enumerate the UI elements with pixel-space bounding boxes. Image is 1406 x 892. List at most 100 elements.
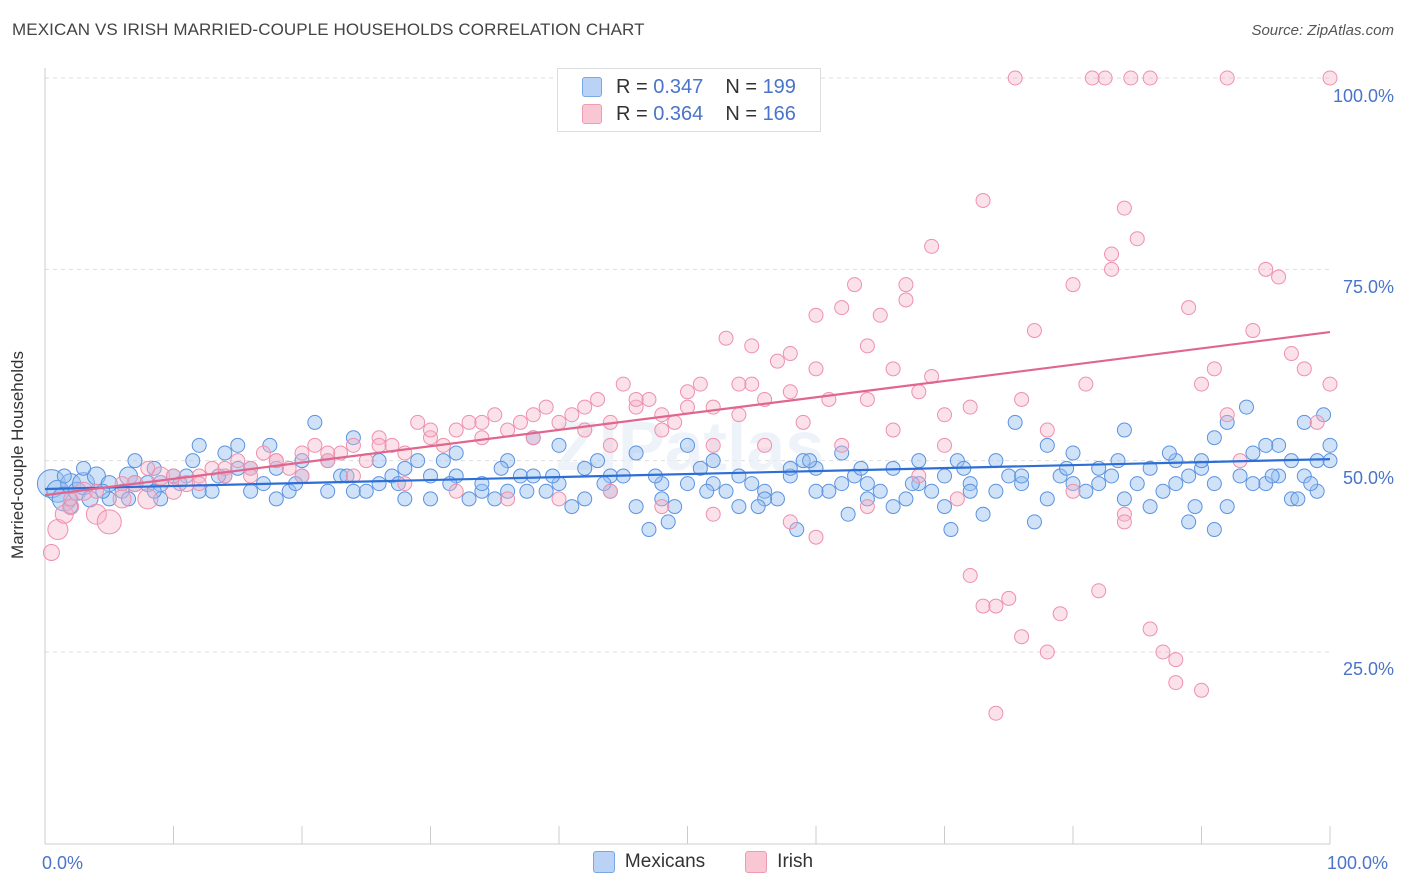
irish-point — [795, 414, 811, 430]
mexicans-point — [101, 491, 117, 507]
mexicans-point — [641, 522, 657, 538]
mexicans-point — [1168, 476, 1184, 492]
mexicans-point — [493, 460, 509, 476]
irish-point — [1245, 323, 1261, 339]
irish-point — [667, 414, 683, 430]
irish-point — [885, 361, 901, 377]
mexicans-point — [1271, 468, 1287, 484]
y-tick-75: 75.0% — [1342, 277, 1394, 297]
mexicans-point — [1155, 483, 1171, 499]
mexicans-point — [750, 499, 766, 515]
irish-point — [137, 488, 159, 510]
mexicans-point — [1142, 460, 1158, 476]
mexicans-point — [1283, 491, 1299, 507]
mexicans-point — [1168, 453, 1184, 469]
mexicans-point — [423, 491, 438, 507]
mexicans-point — [512, 468, 528, 484]
mexicans-point — [577, 491, 593, 507]
irish-point — [487, 407, 503, 423]
mexicans-point — [448, 445, 464, 461]
irish-point — [1104, 261, 1120, 277]
mexicans-point — [564, 499, 580, 515]
irish-point — [962, 399, 978, 415]
irish-point — [177, 475, 195, 493]
mexicans-point — [262, 437, 278, 453]
irish-point — [654, 422, 670, 438]
mexicans-point — [371, 453, 387, 469]
irish-point — [1007, 70, 1023, 86]
irish-point — [615, 376, 631, 392]
irish-point — [294, 445, 310, 461]
irish-point — [538, 399, 554, 415]
n-label: N = — [725, 102, 757, 125]
irish-point — [243, 468, 259, 484]
irish-point — [1322, 376, 1338, 392]
mexicans-point — [1309, 483, 1325, 499]
mexicans-point — [86, 466, 106, 486]
irish-point — [1142, 621, 1158, 637]
mexicans-point — [127, 453, 143, 469]
mexicans-point — [782, 460, 798, 476]
irish-point — [692, 376, 708, 392]
irish-point — [911, 468, 927, 484]
mexicans-point — [1264, 468, 1280, 484]
mexicans-point — [461, 491, 477, 507]
mexicans-point — [1232, 468, 1248, 484]
irish-point — [397, 476, 413, 492]
mexicans-point — [1206, 522, 1222, 538]
mexicans-point — [1026, 514, 1042, 530]
irish-point — [1194, 682, 1209, 698]
irish-point — [1322, 70, 1338, 86]
mexicans-point — [538, 483, 554, 499]
irish-point — [345, 468, 361, 484]
mexicans-point — [654, 491, 670, 507]
irish-point — [859, 391, 875, 407]
mexicans-point — [1181, 468, 1197, 484]
mexicans-point — [1258, 476, 1274, 492]
mexicans-point — [1110, 453, 1126, 469]
irish-point — [474, 414, 490, 430]
irish-point — [191, 476, 207, 492]
mexicans-point — [802, 453, 818, 469]
irish-point — [705, 506, 721, 522]
irish-point — [975, 192, 991, 208]
mexicans-point — [1116, 422, 1132, 438]
r-label: R = — [616, 75, 648, 98]
irish-point — [1194, 376, 1209, 392]
irish-point — [1219, 407, 1235, 423]
irish-trend-line — [44, 330, 1331, 497]
irish-point — [988, 705, 1004, 721]
irish-point — [898, 277, 914, 293]
mexicans-point — [320, 483, 336, 499]
irish-point — [294, 468, 310, 484]
mexicans-point — [937, 499, 952, 515]
mexicans-point — [1039, 437, 1055, 453]
mexicans-point — [911, 453, 927, 469]
mexicans-point — [680, 437, 695, 453]
mexicans-point — [1296, 468, 1312, 484]
irish-point — [949, 491, 965, 507]
mexicans-point — [551, 437, 567, 453]
irish-point — [410, 414, 426, 430]
irish-point — [525, 407, 541, 423]
mexicans-point — [628, 499, 644, 515]
irish-point — [423, 422, 438, 438]
irish-point — [1129, 231, 1145, 247]
mexicans-swatch-icon — [582, 77, 602, 97]
irish-point — [782, 514, 798, 530]
irish-point — [988, 598, 1004, 614]
mexicans-point — [1245, 476, 1261, 492]
mexicans-point — [1001, 468, 1017, 484]
mexicans-point — [718, 483, 734, 499]
mexicans-point — [1014, 476, 1030, 492]
mexicans-point — [872, 483, 888, 499]
irish-point — [602, 437, 618, 453]
mexicans-point — [1322, 453, 1338, 469]
irish-point — [782, 346, 798, 362]
mexicans-point — [699, 483, 715, 499]
mexicans-point — [924, 483, 940, 499]
irish-point — [924, 238, 940, 254]
irish-point — [1078, 376, 1094, 392]
irish-point — [718, 330, 734, 346]
